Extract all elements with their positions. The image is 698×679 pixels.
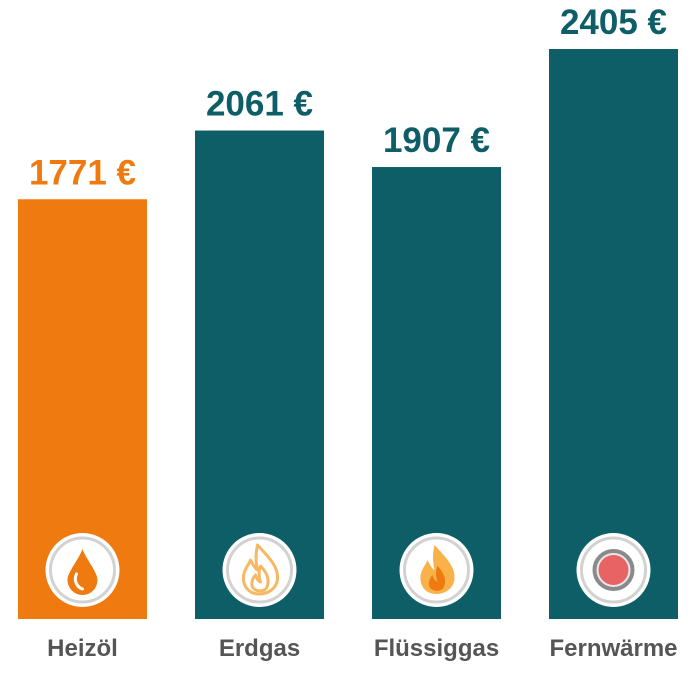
category-label-1: Heizöl: [47, 635, 118, 662]
value-label-4: 2405 €: [560, 3, 667, 42]
bars: [18, 49, 678, 619]
flame-outline: [241, 543, 280, 596]
category-label-4: Fernwärme: [549, 635, 677, 662]
district-heat-icon: [576, 533, 651, 607]
flame-icon: [222, 533, 297, 607]
category-labels: Heizöl Erdgas Flüssiggas Fernwärme: [47, 635, 677, 662]
flame-icon: [399, 533, 474, 607]
category-label-3: Flüssiggas: [374, 635, 499, 662]
flame-inner: [428, 566, 446, 591]
heat-core: [598, 555, 629, 585]
oil-drop-icon: [45, 533, 120, 607]
oil-drop-highlight: [73, 572, 84, 591]
icons: [45, 533, 651, 607]
value-label-1: 1771 €: [29, 153, 136, 192]
flame-inner-outline: [250, 564, 270, 593]
category-label-2: Erdgas: [219, 635, 300, 662]
value-label-2: 2061 €: [206, 85, 313, 124]
value-label-3: 1907 €: [383, 121, 490, 160]
value-labels: 1771 € 2061 € 1907 € 2405 €: [29, 3, 667, 192]
bar-4: [549, 49, 678, 619]
